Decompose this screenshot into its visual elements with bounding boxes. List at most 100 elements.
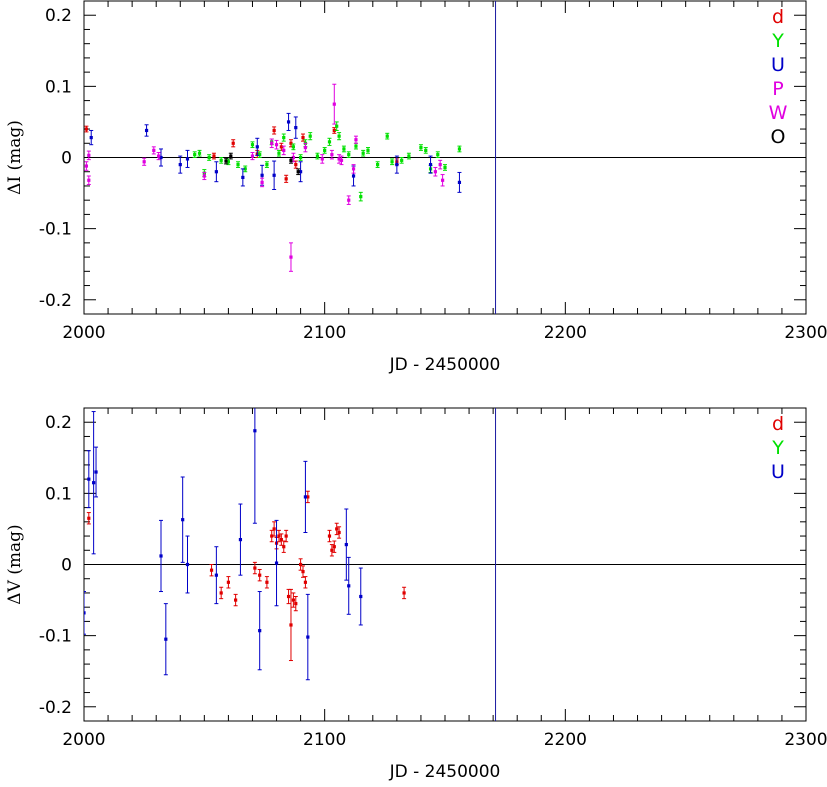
data-point-U (159, 155, 163, 160)
data-point-Y (265, 163, 269, 167)
data-point-U (260, 173, 264, 177)
data-point-d (279, 538, 283, 542)
data-point-P (270, 141, 274, 145)
data-point-d (303, 580, 308, 584)
data-point-d (335, 527, 339, 531)
x-tick-label: 2000 (62, 730, 105, 750)
data-point-Y (243, 167, 247, 171)
data-point-U (84, 611, 86, 615)
legend-entry-W: W (769, 102, 788, 124)
data-point-W (440, 178, 445, 182)
data-point-U (428, 163, 433, 167)
data-point-Y (282, 135, 286, 140)
data-point-U (274, 561, 279, 565)
data-point-P (289, 255, 293, 259)
chart-panel-2: 2000 2100 2200 2300 0.2 0.1 0 -0.1 -0.2 JD - 2450… (5, 407, 827, 782)
data-point-d (299, 562, 303, 567)
data-point-d (332, 128, 336, 133)
data-point-O (289, 158, 293, 162)
legend-entry-d: d (772, 6, 784, 28)
data-point-d (212, 154, 216, 158)
y-tick-label: 0 (61, 149, 72, 169)
data-point-U (272, 173, 276, 177)
data-point-U (87, 477, 91, 481)
legend-entry-U: U (771, 54, 785, 76)
data-point-d (282, 545, 286, 549)
chart-panel-1: 2000 2100 2200 2300 0.2 0.1 0 -0.1 -0.2 JD - 2450… (5, 0, 827, 375)
data-layer (84, 83, 462, 272)
data-point-W (87, 178, 91, 182)
data-point-Y (366, 148, 370, 152)
data-point-W (351, 167, 356, 171)
data-point-Y (347, 153, 351, 157)
y-tick-label: -0.1 (39, 627, 72, 647)
y-axis-title: ΔV (mag) (5, 524, 25, 604)
data-point-Y (436, 153, 440, 157)
data-point-d (306, 495, 310, 499)
x-tick-label: 2200 (544, 730, 587, 750)
data-point-U (185, 157, 190, 161)
data-point-d (270, 534, 274, 538)
data-point-W (339, 158, 344, 162)
data-point-Y (361, 151, 365, 155)
data-point-Y (400, 158, 404, 162)
data-point-Y (419, 145, 423, 150)
data-point-d (330, 548, 334, 552)
data-point-W (303, 145, 308, 150)
legend-entry-P: P (772, 78, 783, 100)
data-point-W (282, 148, 286, 152)
data-point-W (330, 153, 334, 157)
y-tick-label: -0.1 (39, 220, 72, 240)
y-tick-label: 0.2 (45, 6, 72, 26)
data-point-d (265, 580, 269, 584)
data-point-W (152, 148, 156, 152)
data-point-U (351, 174, 356, 178)
data-point-O (224, 159, 228, 163)
data-point-d (279, 145, 283, 149)
data-point-Y (323, 148, 327, 152)
x-tick-label: 2300 (784, 730, 827, 750)
data-point-d (253, 566, 257, 570)
data-point-P (84, 164, 89, 168)
y-axis-title: ΔI (mag) (5, 120, 25, 195)
x-tick-label: 2000 (62, 323, 105, 343)
data-point-U (255, 145, 259, 149)
data-point-Y (277, 151, 281, 155)
data-point-Y (299, 155, 303, 160)
data-point-U (181, 518, 185, 522)
y-tick-label: 0.1 (45, 484, 72, 504)
legend-entry-U: U (771, 461, 785, 483)
data-point-O (296, 170, 300, 174)
data-point-Y (258, 153, 262, 157)
data-point-Y (354, 144, 358, 148)
data-point-d (272, 527, 276, 531)
data-point-d (231, 141, 235, 145)
data-point-W (291, 155, 295, 160)
x-tick-label: 2100 (303, 730, 346, 750)
legend-entry-Y: Y (771, 30, 784, 52)
data-point-Y (315, 154, 320, 158)
y-tick-label: 0.2 (45, 413, 72, 433)
data-point-U (185, 562, 190, 567)
data-point-U (214, 170, 218, 174)
data-point-U (164, 637, 168, 641)
data-point-Y (342, 147, 346, 151)
data-point-Y (443, 165, 447, 170)
data-point-U (253, 429, 257, 433)
data-point-d (332, 545, 336, 549)
data-point-d (284, 177, 288, 181)
data-point-U (214, 573, 218, 577)
data-point-Y (457, 147, 462, 151)
data-point-Y (335, 124, 339, 128)
data-point-d (272, 128, 276, 133)
y-tick-label: -0.2 (39, 698, 72, 718)
data-point-U (299, 170, 303, 174)
data-point-Y (359, 195, 363, 199)
data-point-Y (197, 151, 202, 155)
data-point-U (178, 163, 182, 167)
data-point-W (250, 154, 255, 158)
data-point-P (87, 153, 91, 157)
data-point-d (234, 598, 238, 602)
y-tick-label: 0 (61, 556, 72, 576)
